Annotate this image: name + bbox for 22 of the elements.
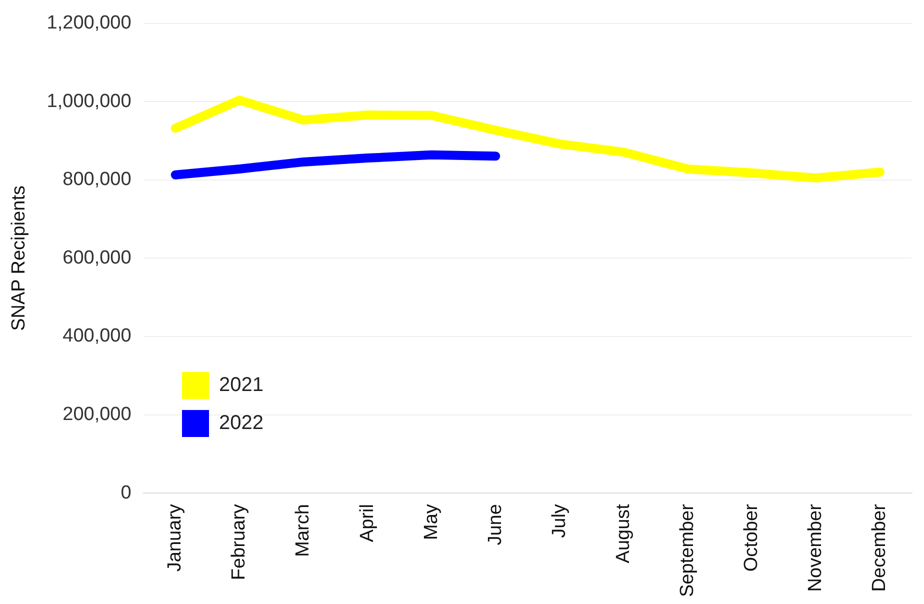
- legend-label: 2021: [219, 374, 264, 396]
- y-tick-label: 1,000,000: [46, 90, 132, 112]
- x-tick-label: September: [677, 503, 698, 598]
- x-tick-label: November: [805, 503, 826, 592]
- x-tick-label: June: [484, 504, 506, 546]
- x-tick-label: December: [869, 503, 890, 592]
- x-tick-label: May: [420, 504, 442, 540]
- x-tick-label: October: [741, 503, 762, 572]
- x-tick-label: March: [292, 504, 314, 557]
- x-tick-label: April: [356, 504, 378, 542]
- y-tick-label: 200,000: [62, 404, 132, 426]
- y-tick-label: 600,000: [62, 247, 132, 268]
- legend-label: 2022: [219, 412, 264, 434]
- y-tick-label: 800,000: [62, 169, 132, 190]
- y-tick-label: 400,000: [62, 326, 132, 347]
- y-axis-title: SNAP Recipients: [8, 186, 30, 331]
- x-tick-label: January: [164, 504, 186, 572]
- y-tick-label: 1,200,000: [46, 12, 132, 34]
- x-tick-label: July: [548, 504, 570, 538]
- x-tick-label: August: [612, 503, 634, 564]
- y-tick-label: 0: [120, 482, 132, 504]
- x-tick-label: February: [228, 504, 250, 580]
